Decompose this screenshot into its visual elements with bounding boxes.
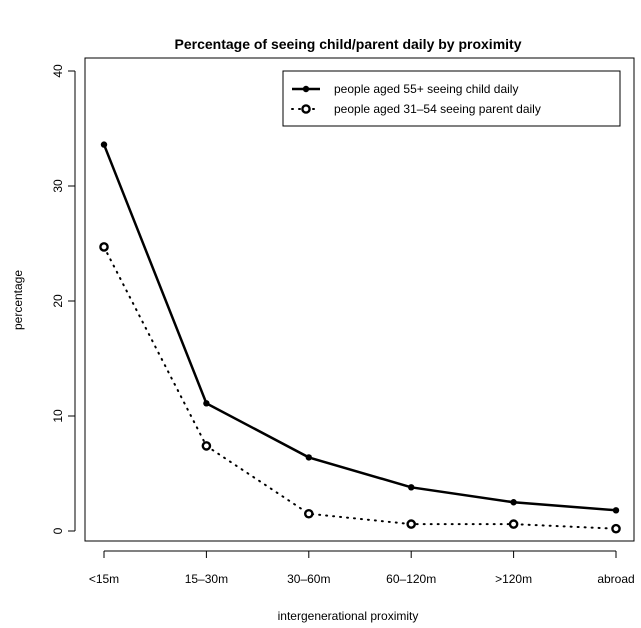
x-tick-label: 15–30m [185,572,228,586]
data-point [203,400,210,407]
legend-marker [302,85,310,93]
y-tick-label: 10 [51,409,65,423]
y-tick-label: 40 [51,64,65,78]
legend-item: people aged 55+ seeing child daily [292,82,518,96]
y-axis: 0 10 20 30 40 [51,64,76,534]
series-2 [99,242,621,534]
x-tick-label: >120m [495,572,532,586]
y-tick-label: 0 [51,527,65,534]
x-tick-label: abroad [597,572,634,586]
plot-frame [84,57,635,542]
legend-box [282,70,621,127]
series-line [102,144,617,512]
y-tick-label: 20 [51,294,65,308]
x-tick-label: <15m [89,572,119,586]
data-point [510,499,517,506]
data-point [508,519,519,529]
data-point [303,508,314,519]
data-point [612,507,620,514]
data-point [99,242,109,252]
data-point [201,441,212,451]
legend-label: people aged 31–54 seeing parent daily [334,102,541,116]
chart-title: Percentage of seeing child/parent daily … [175,36,522,52]
series-layer [99,141,621,534]
data-point [611,523,621,534]
legend-item: people aged 31–54 seeing parent daily [291,102,541,116]
y-tick-label: 30 [51,179,65,193]
series-1 [100,141,620,514]
series-line [103,245,617,530]
x-tick-label: 30–60m [287,572,330,586]
x-tick-label: 60–120m [386,572,436,586]
legend-marker [301,104,311,114]
x-axis: <15m 15–30m 30–60m 60–120m >120m abroad [89,550,635,586]
data-point [408,484,415,491]
legend: people aged 55+ seeing child daily people… [282,70,621,127]
y-axis-label: percentage [11,270,25,330]
data-point [406,519,417,529]
data-point [100,141,108,148]
x-axis-label: intergenerational proximity [278,609,419,623]
legend-label: people aged 55+ seeing child daily [334,82,518,96]
data-point [305,454,312,461]
